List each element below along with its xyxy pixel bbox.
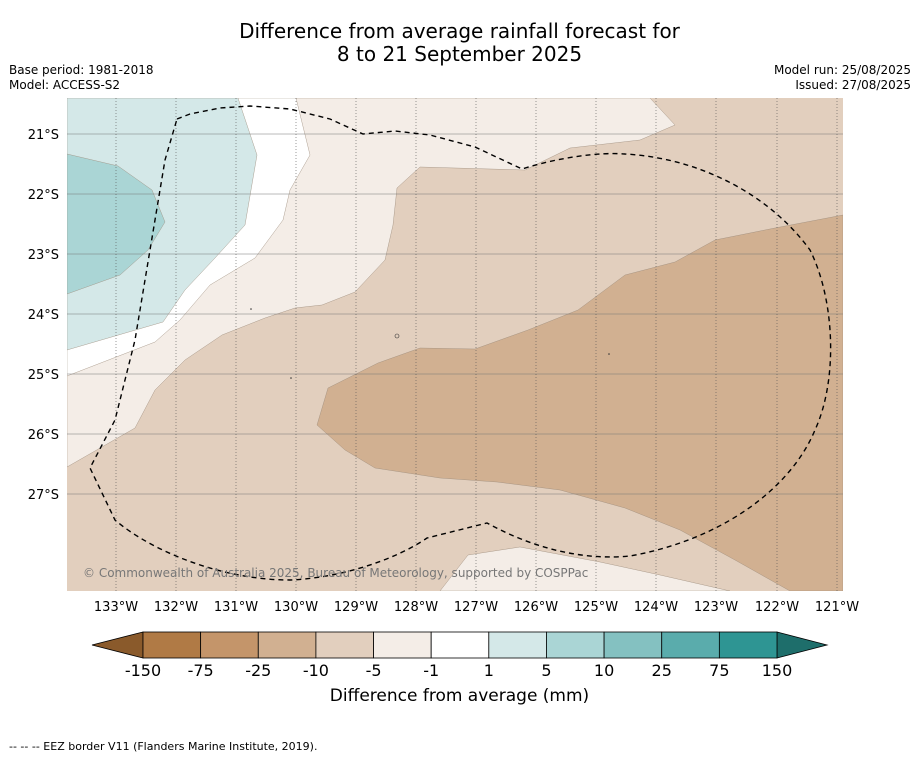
latitude-label: 25°S	[28, 368, 59, 383]
issued-date: Issued: 27/08/2025	[795, 78, 911, 92]
copyright-text: © Commonwealth of Australia 2025, Bureau…	[83, 566, 588, 580]
longitude-label: 125°W	[574, 600, 618, 615]
colorbar-tick-label: -75	[188, 661, 214, 680]
colorbar-tick-label: 1	[484, 661, 494, 680]
longitude-label: 131°W	[214, 600, 258, 615]
gridlines	[67, 98, 843, 591]
contour-speck	[394, 333, 400, 339]
colorbar-box	[546, 631, 605, 659]
colorbar-tick-label: -25	[245, 661, 271, 680]
colorbar-arrow-high	[776, 631, 829, 659]
colorbar-box	[373, 631, 432, 659]
colorbar-tick-label: 10	[594, 661, 614, 680]
longitude-labels: 133°W 132°W 131°W 130°W 129°W 128°W 127°W 126°W…	[94, 600, 859, 615]
latitude-label: 22°S	[28, 188, 59, 203]
longitude-label: 124°W	[634, 600, 678, 615]
longitude-label: 133°W	[94, 600, 138, 615]
colorbar-box	[142, 631, 202, 659]
latitude-label: 21°S	[28, 128, 59, 143]
longitude-label: 129°W	[334, 600, 378, 615]
latitude-labels: 21°S 22°S 23°S 24°S 25°S 26°S 27°S	[28, 128, 59, 503]
colorbar-ticks: -150 -75 -25 -10 -5 -1 1 5 10 25 75 150	[125, 661, 792, 680]
longitude-label: 122°W	[755, 600, 799, 615]
contour-speck	[290, 377, 292, 379]
colorbar-box	[603, 631, 663, 659]
colorbar-tick-label: -1	[423, 661, 439, 680]
colorbar-box	[488, 631, 547, 659]
longitude-label: 121°W	[815, 600, 859, 615]
meta-right: Model run: 25/08/2025 Issued: 27/08/2025	[774, 63, 911, 93]
colorbar-tick-label: 150	[762, 661, 793, 680]
colorbar-tick-label: 25	[652, 661, 672, 680]
colorbar-box	[661, 631, 720, 659]
map-plot-area: © Commonwealth of Australia 2025, Bureau…	[67, 98, 843, 591]
longitude-label: 126°W	[514, 600, 558, 615]
region-minus-10-to-minus-5	[316, 214, 843, 591]
colorbar-box	[200, 631, 259, 659]
meta-left: Base period: 1981-2018 Model: ACCESS-S2	[9, 63, 154, 93]
contour-speck	[250, 308, 252, 310]
latitude-label: 27°S	[28, 488, 59, 503]
eez-footnote: -- -- -- EEZ border V11 (Flanders Marine…	[9, 740, 318, 753]
latitude-label: 26°S	[28, 428, 59, 443]
colorbar-boxes	[142, 631, 778, 659]
longitude-label: 127°W	[454, 600, 498, 615]
colorbar-tick-label: -5	[366, 661, 382, 680]
eez-border	[89, 105, 832, 581]
latitude-label: 23°S	[28, 248, 59, 263]
colorbar-box	[718, 631, 778, 659]
colorbar-tick-label: 5	[541, 661, 551, 680]
colorbar-tick-label: -150	[125, 661, 161, 680]
longitude-label: 123°W	[694, 600, 738, 615]
region-near-average-bottom	[439, 546, 731, 591]
longitude-label: 130°W	[274, 600, 318, 615]
colorbar-tick-label: -10	[303, 661, 329, 680]
colorbar-box	[430, 631, 490, 659]
colorbar-arrow-low	[91, 631, 144, 659]
colorbar-box	[257, 631, 317, 659]
model-run: Model run: 25/08/2025	[773, 63, 911, 77]
title-line-2: 8 to 21 September 2025	[336, 42, 583, 66]
colorbar-box	[315, 631, 374, 659]
base-period: Base period: 1981-2018	[9, 63, 154, 77]
latitude-label: 24°S	[28, 308, 59, 323]
longitude-label: 128°W	[394, 600, 438, 615]
colorbar: -150 -75 -25 -10 -5 -1 1 5 10 25 75 150	[91, 631, 829, 680]
colorbar-label: Difference from average (mm)	[329, 686, 590, 706]
title-line-1: Difference from average rainfall forecas…	[239, 19, 680, 43]
model-name: Model: ACCESS-S2	[9, 78, 121, 92]
contour-speck	[608, 353, 610, 355]
colorbar-tick-label: 75	[709, 661, 729, 680]
longitude-label: 132°W	[154, 600, 198, 615]
